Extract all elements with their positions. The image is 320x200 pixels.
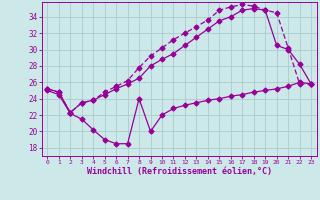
X-axis label: Windchill (Refroidissement éolien,°C): Windchill (Refroidissement éolien,°C)	[87, 167, 272, 176]
